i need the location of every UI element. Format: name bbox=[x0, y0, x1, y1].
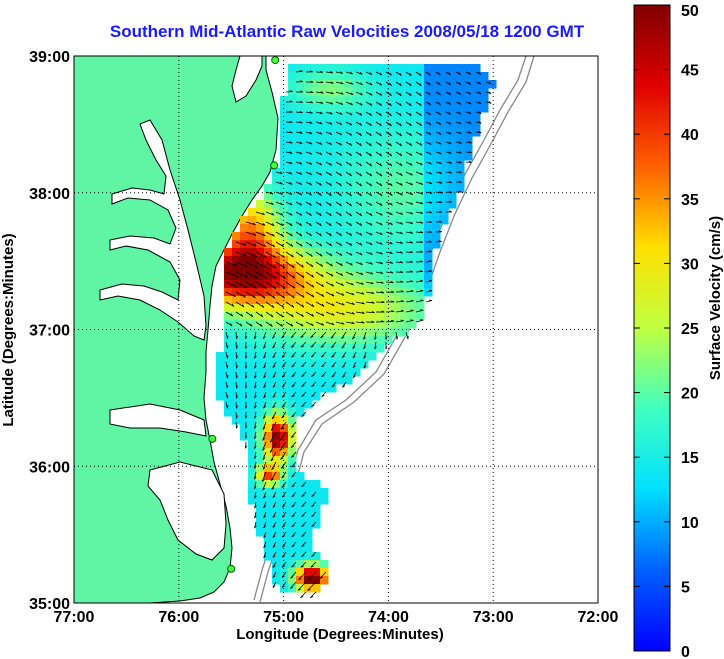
velocity-vectors bbox=[225, 70, 492, 598]
colorbar-tick-label: 15 bbox=[681, 450, 699, 467]
latitude-tick-label: 39:00 bbox=[29, 49, 70, 66]
latitude-tick-label: 36:00 bbox=[29, 459, 70, 476]
longitude-tick-label: 73:00 bbox=[473, 609, 514, 626]
longitude-tick-label: 72:00 bbox=[578, 609, 619, 626]
radar-station-marker bbox=[271, 56, 280, 65]
y-axis-label: Latitude (Degrees:Minutes) bbox=[0, 233, 17, 426]
longitude-tick-label: 75:00 bbox=[263, 609, 304, 626]
colorbar-tick-label: 30 bbox=[681, 256, 699, 273]
colorbar-tick-label: 5 bbox=[681, 579, 690, 596]
albemarle-sound bbox=[109, 403, 207, 437]
colorbar-tick-label: 35 bbox=[681, 192, 699, 209]
longitude-ticks: 77:00 76:00 75:00 74:00 73:00 72:00 bbox=[54, 609, 619, 626]
latitude-ticks: 39:00 38:00 37:00 36:00 35:00 bbox=[29, 49, 70, 613]
map-grid bbox=[74, 56, 598, 603]
longitude-tick-label: 76:00 bbox=[158, 609, 199, 626]
stations bbox=[208, 56, 280, 573]
radar-station-marker bbox=[270, 161, 279, 170]
map-title: Southern Mid-Atlantic Raw Velocities 200… bbox=[109, 22, 585, 41]
colorbar-tick-label: 25 bbox=[681, 321, 699, 338]
radar-station-marker bbox=[227, 564, 236, 573]
chesapeake-bay bbox=[99, 119, 207, 341]
plot-frame bbox=[73, 55, 599, 604]
colorbar-ticks: 0 5 10 15 20 25 30 35 40 45 50 bbox=[634, 3, 699, 659]
colorbar-tick-label: 0 bbox=[681, 644, 690, 659]
radar-station-marker bbox=[208, 434, 217, 443]
pamlico-sound bbox=[147, 461, 227, 561]
longitude-tick-label: 77:00 bbox=[54, 609, 95, 626]
latitude-tick-label: 37:00 bbox=[29, 323, 70, 340]
colorbar-tick-label: 20 bbox=[681, 386, 699, 403]
longitude-tick-label: 74:00 bbox=[368, 609, 409, 626]
latitude-tick-label: 35:00 bbox=[29, 596, 70, 613]
latitude-tick-label: 38:00 bbox=[29, 186, 70, 203]
velocity-field bbox=[216, 64, 497, 593]
colorbar-tick-label: 10 bbox=[681, 515, 699, 532]
colorbar-tick-label: 45 bbox=[681, 63, 699, 80]
colorbar-tick-label: 50 bbox=[681, 3, 699, 20]
delaware-bay bbox=[231, 56, 263, 103]
colorbar-label: Surface Velocity (cm/s) bbox=[707, 216, 724, 380]
x-axis-label: Longitude (Degrees:Minutes) bbox=[236, 626, 444, 643]
colorbar-tick-label: 40 bbox=[681, 127, 699, 144]
